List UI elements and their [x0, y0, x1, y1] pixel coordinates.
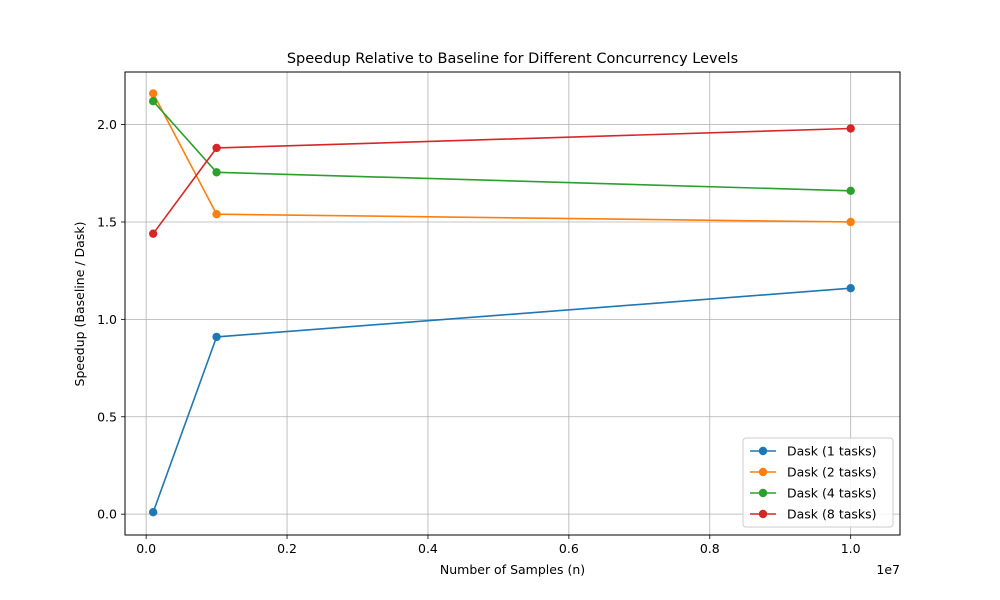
x-tick-label: 1.0 — [841, 541, 861, 556]
x-tick-label: 0.6 — [559, 541, 579, 556]
series-layer — [148, 89, 855, 517]
y-axis-label: Speedup (Baseline / Dask) — [72, 222, 87, 387]
x-tick-label: 0.4 — [418, 541, 438, 556]
legend-box — [742, 437, 894, 528]
x-tick-label: 0.8 — [700, 541, 720, 556]
data-point — [212, 209, 221, 219]
data-point — [846, 186, 855, 196]
legend-item: Dask (1 tasks) — [750, 444, 877, 459]
legend-item: Dask (8 tasks) — [750, 507, 877, 522]
legend-label: Dask (2 tasks) — [787, 465, 877, 480]
data-point — [148, 229, 158, 238]
series-4 — [148, 124, 855, 238]
y-tick-label: 2.0 — [97, 117, 117, 132]
data-point — [846, 217, 855, 227]
legend: Dask (1 tasks) Dask (2 tasks) Dask (4 task… — [742, 437, 894, 528]
y-tick-label: 1.0 — [97, 312, 117, 327]
chart-title: Speedup Relative to Baseline for Differe… — [287, 51, 738, 67]
y-tick-label: 0.5 — [97, 409, 117, 424]
data-point — [148, 508, 158, 517]
legend-swatch-marker — [758, 446, 768, 456]
series-1 — [148, 284, 855, 517]
legend-label: Dask (8 tasks) — [787, 507, 877, 522]
axis-ticks: 0.0 0.2 0.4 0.6 0.8 1.0 0.0 0.5 1.0 1.5 2.0 — [97, 117, 861, 556]
series-line — [152, 93, 851, 223]
data-point — [212, 143, 221, 153]
legend-label: Dask (4 tasks) — [787, 486, 877, 501]
x-tick-label: 0.0 — [136, 541, 156, 556]
y-tick-label: 0.0 — [97, 507, 117, 522]
data-point — [212, 168, 221, 177]
data-point — [846, 284, 855, 293]
series-2 — [148, 89, 855, 227]
legend-item: Dask (4 tasks) — [750, 486, 877, 501]
data-point — [148, 89, 158, 98]
grid — [125, 72, 900, 535]
plot-area-frame — [124, 71, 901, 536]
data-point — [148, 97, 158, 106]
legend-swatch-marker — [758, 509, 768, 519]
legend-label: Dask (1 tasks) — [787, 444, 877, 459]
x-axis-offset-label: 1e7 — [876, 562, 900, 577]
y-tick-label: 1.5 — [97, 214, 117, 229]
legend-swatch-marker — [758, 467, 768, 477]
legend-item: Dask (2 tasks) — [750, 465, 877, 480]
data-point — [212, 332, 221, 342]
x-axis-label: Number of Samples (n) — [440, 562, 585, 577]
data-point — [846, 124, 855, 133]
series-3 — [148, 97, 855, 196]
legend-swatch-marker — [758, 488, 768, 498]
x-tick-label: 0.2 — [277, 541, 297, 556]
